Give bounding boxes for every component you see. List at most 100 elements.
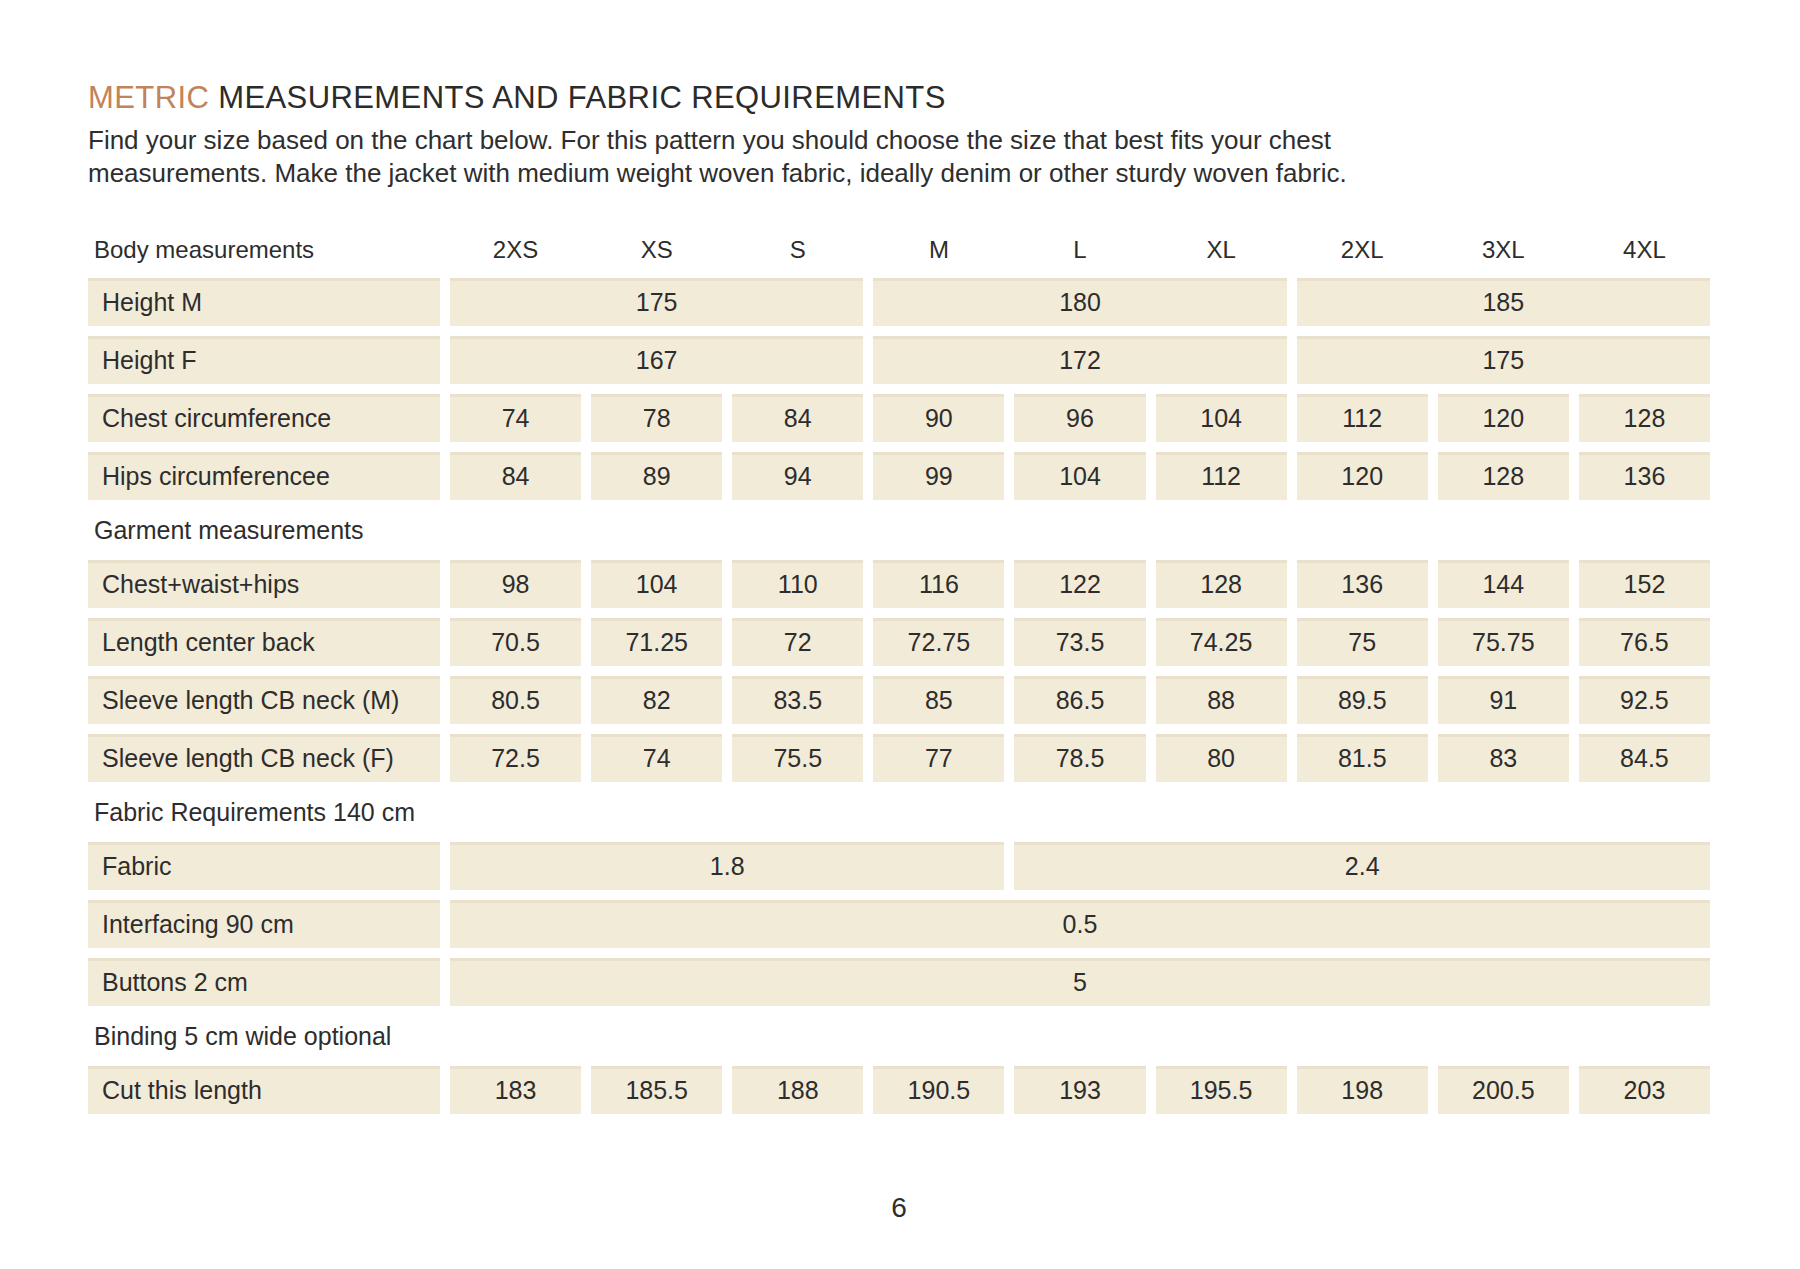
value-cell: 190.5 [873,1066,1004,1114]
value-cell: 185 [1297,278,1710,326]
value-cell: 99 [873,452,1004,500]
value-cell: 110 [732,560,863,608]
value-cell: 104 [1156,394,1287,442]
value-cell: 128 [1438,452,1569,500]
row-label: Chest circumference [88,394,440,442]
value-cell: 74.25 [1156,618,1287,666]
value-cell: 86.5 [1014,676,1145,724]
value-cell: 76.5 [1579,618,1710,666]
column-header: L [1014,232,1145,268]
value-cell: 120 [1297,452,1428,500]
value-cell: 175 [450,278,863,326]
page-title: METRIC MEASUREMENTS AND FABRIC REQUIREME… [88,80,1720,116]
intro-paragraph: Find your size based on the chart below.… [88,124,1720,190]
intro-line-2: measurements. Make the jacket with mediu… [88,157,1720,190]
value-cell: 91 [1438,676,1569,724]
row-label: Cut this length [88,1066,440,1114]
column-header: XL [1156,232,1287,268]
value-cell: 144 [1438,560,1569,608]
value-cell: 84 [450,452,581,500]
value-cell: 75 [1297,618,1428,666]
value-cell: 172 [873,336,1286,384]
value-cell: 152 [1579,560,1710,608]
value-cell: 104 [1014,452,1145,500]
page-title-accent: METRIC [88,80,209,115]
column-header: 2XS [450,232,581,268]
section-heading: Fabric Requirements 140 cm [88,792,1710,832]
measurement-table: Body measurements 2XS XS SML XL 2XL 3XL 4XL Heig… [88,232,1710,1114]
value-cell: 84.5 [1579,734,1710,782]
column-header: 2XL [1297,232,1428,268]
value-cell: 73.5 [1014,618,1145,666]
value-cell: 90 [873,394,1004,442]
value-cell: 83 [1438,734,1569,782]
value-cell: 203 [1579,1066,1710,1114]
value-cell: 198 [1297,1066,1428,1114]
page-title-rest: MEASUREMENTS AND FABRIC REQUIREMENTS [209,80,946,115]
section-heading: Garment measurements [88,510,1710,550]
value-cell: 128 [1579,394,1710,442]
value-cell: 78.5 [1014,734,1145,782]
row-label: Interfacing 90 cm [88,900,440,948]
value-cell: 2.4 [1014,842,1710,890]
value-cell: 120 [1438,394,1569,442]
value-cell: 81.5 [1297,734,1428,782]
value-cell: 188 [732,1066,863,1114]
value-cell: 167 [450,336,863,384]
value-cell: 82 [591,676,722,724]
value-cell: 185.5 [591,1066,722,1114]
row-label: Fabric [88,842,440,890]
row-label: Sleeve length CB neck (M) [88,676,440,724]
row-label: Height M [88,278,440,326]
column-header: M [873,232,1004,268]
value-cell: 5 [450,958,1710,1006]
value-cell: 183 [450,1066,581,1114]
value-cell: 72.5 [450,734,581,782]
value-cell: 70.5 [450,618,581,666]
value-cell: 74 [450,394,581,442]
column-header: 4XL [1579,232,1710,268]
section-heading: Binding 5 cm wide optional [88,1016,1710,1056]
column-header-label: Body measurements [88,232,440,268]
row-label: Hips circumferencee [88,452,440,500]
row-label: Length center back [88,618,440,666]
value-cell: 98 [450,560,581,608]
value-cell: 116 [873,560,1004,608]
value-cell: 75.5 [732,734,863,782]
value-cell: 75.75 [1438,618,1569,666]
value-cell: 136 [1297,560,1428,608]
value-cell: 96 [1014,394,1145,442]
value-cell: 112 [1297,394,1428,442]
value-cell: 200.5 [1438,1066,1569,1114]
value-cell: 94 [732,452,863,500]
value-cell: 71.25 [591,618,722,666]
value-cell: 72.75 [873,618,1004,666]
value-cell: 122 [1014,560,1145,608]
value-cell: 74 [591,734,722,782]
value-cell: 89.5 [1297,676,1428,724]
intro-line-1: Find your size based on the chart below.… [88,124,1720,157]
row-label: Sleeve length CB neck (F) [88,734,440,782]
column-header: XS [591,232,722,268]
value-cell: 128 [1156,560,1287,608]
value-cell: 104 [591,560,722,608]
value-cell: 112 [1156,452,1287,500]
page-number: 6 [88,1192,1710,1224]
row-label: Buttons 2 cm [88,958,440,1006]
column-header: S [732,232,863,268]
value-cell: 78 [591,394,722,442]
value-cell: 88 [1156,676,1287,724]
row-label: Height F [88,336,440,384]
value-cell: 80 [1156,734,1287,782]
value-cell: 175 [1297,336,1710,384]
value-cell: 72 [732,618,863,666]
column-header: 3XL [1438,232,1569,268]
value-cell: 0.5 [450,900,1710,948]
value-cell: 84 [732,394,863,442]
value-cell: 83.5 [732,676,863,724]
value-cell: 89 [591,452,722,500]
row-label: Chest+waist+hips [88,560,440,608]
value-cell: 85 [873,676,1004,724]
value-cell: 195.5 [1156,1066,1287,1114]
value-cell: 1.8 [450,842,1004,890]
